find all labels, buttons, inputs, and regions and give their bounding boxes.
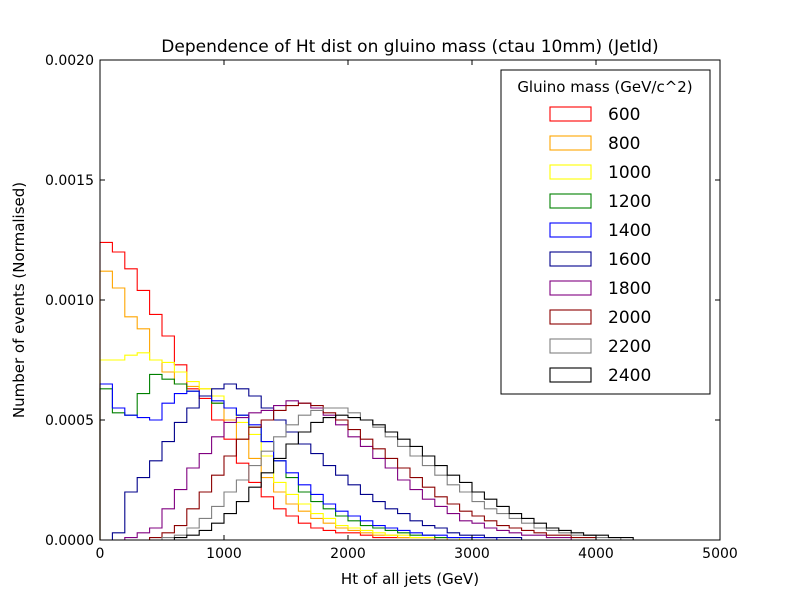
x-tick-label: 2000 xyxy=(330,546,366,562)
legend-swatch-2200 xyxy=(549,338,592,354)
legend-frame xyxy=(500,69,711,395)
legend-label-2200: 2200 xyxy=(608,337,651,357)
y-tick-label: 0.0005 xyxy=(45,413,94,429)
series-600-line xyxy=(99,241,436,540)
series-layer xyxy=(99,241,634,541)
legend-swatch-1600 xyxy=(549,251,592,267)
legend-label-1400: 1400 xyxy=(608,221,651,241)
legend-items: 600 800 1000 1200 1400 1600 1800 2000 2200 2400 xyxy=(549,105,651,386)
legend-label-600: 600 xyxy=(608,105,640,125)
legend-swatch-2400 xyxy=(549,367,592,383)
x-tick-label: 5000 xyxy=(702,546,738,562)
legend-label-1600: 1600 xyxy=(608,250,651,270)
series-1400-line xyxy=(99,383,498,540)
legend-label-800: 800 xyxy=(608,134,640,154)
x-tick-label: 0 xyxy=(96,546,105,562)
legend-swatch-1200 xyxy=(549,193,592,209)
legend-swatch-1000 xyxy=(549,164,592,180)
legend-swatch-1800 xyxy=(549,280,592,296)
legend-title: Gluino mass (GeV/c^2) xyxy=(517,78,692,96)
y-axis: 0.0000 0.0005 0.0010 0.0015 0.0020 xyxy=(45,53,720,549)
chart-title: Dependence of Ht dist on gluino mass (ct… xyxy=(161,37,658,57)
series-2000-line xyxy=(100,402,597,541)
legend-swatch-800 xyxy=(549,135,592,151)
y-tick-label: 0.0015 xyxy=(45,173,94,189)
legend-label-1000: 1000 xyxy=(608,163,651,183)
legend-swatch-2000 xyxy=(549,309,592,325)
x-tick-label: 3000 xyxy=(454,546,490,562)
legend-label-1800: 1800 xyxy=(608,279,651,299)
legend-label-2400: 2400 xyxy=(608,366,651,386)
y-tick-label: 0.0020 xyxy=(45,53,94,69)
x-axis: 0 1000 2000 3000 4000 5000 xyxy=(96,60,738,562)
legend-label-2000: 2000 xyxy=(608,308,651,328)
x-axis-label: Ht of all jets (GeV) xyxy=(341,570,479,588)
legend-swatch-600 xyxy=(549,106,592,122)
series-2400-line xyxy=(100,414,634,541)
y-axis-label: Number of events (Normalised) xyxy=(10,182,28,418)
x-tick-label: 1000 xyxy=(206,546,242,562)
x-tick-label: 4000 xyxy=(578,546,614,562)
legend: Gluino mass (GeV/c^2) 600 800 1000 1200 1400… xyxy=(500,69,711,395)
y-tick-label: 0.0000 xyxy=(45,533,94,549)
y-tick-label: 0.0010 xyxy=(45,293,94,309)
legend-swatch-1400 xyxy=(549,222,592,238)
legend-label-1200: 1200 xyxy=(608,192,651,212)
series-1600-line xyxy=(100,383,523,541)
